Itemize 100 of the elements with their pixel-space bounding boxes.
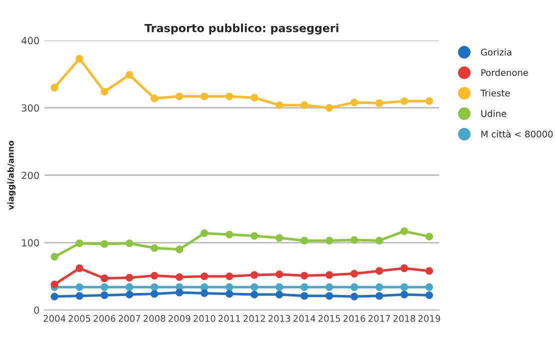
point [150, 94, 158, 102]
x-tick-label: 2013 [268, 315, 290, 322]
point [375, 267, 384, 275]
point [250, 290, 258, 298]
x-tick-label: 2019 [418, 315, 440, 322]
point [50, 280, 58, 288]
point [126, 283, 134, 291]
point [126, 274, 134, 282]
point [375, 292, 384, 300]
point [276, 101, 284, 109]
point [50, 252, 58, 261]
point [300, 236, 308, 244]
point [400, 97, 408, 105]
point [300, 283, 308, 291]
point [250, 232, 258, 240]
point [150, 272, 158, 280]
x-tick-label: 2010 [194, 315, 216, 322]
y-axis-title: viaggi/ab/anno [7, 140, 16, 210]
point [100, 291, 108, 300]
point [325, 292, 334, 300]
point [226, 290, 234, 298]
point [150, 244, 158, 252]
x-tick-label: 2004 [44, 315, 66, 322]
point [176, 246, 184, 254]
point [325, 236, 334, 244]
point [276, 283, 284, 291]
y-tick-label: 0 [34, 306, 39, 314]
point [425, 283, 434, 291]
x-tick-label: 2008 [144, 315, 166, 322]
x-tick-label: 2006 [94, 315, 116, 322]
point [126, 239, 134, 248]
point [76, 239, 84, 248]
point [176, 288, 184, 296]
point [50, 84, 58, 92]
point [150, 283, 158, 291]
x-tick-label: 2015 [318, 315, 340, 322]
point [150, 290, 158, 298]
point [250, 283, 258, 291]
point [400, 283, 408, 291]
legend-label: Gorizia [481, 48, 512, 56]
x-tick-label: 2005 [68, 315, 90, 322]
point [276, 270, 284, 278]
y-tick-label: 300 [22, 104, 39, 112]
point [350, 98, 358, 106]
x-tick-label: 2014 [293, 315, 316, 322]
point [226, 283, 234, 291]
point [200, 92, 208, 100]
y-tick-label: 200 [22, 172, 39, 180]
legend-label: M città < 80000 [481, 130, 553, 138]
x-tick-label: 2016 [343, 315, 366, 322]
point [226, 92, 234, 100]
point [76, 54, 84, 62]
point [425, 232, 434, 240]
point [400, 290, 408, 298]
point [50, 292, 58, 300]
point [425, 267, 434, 275]
x-tick-label: 2018 [393, 315, 416, 322]
point [226, 272, 234, 280]
point [76, 292, 84, 300]
point [200, 283, 208, 291]
point [350, 283, 358, 291]
point [300, 292, 308, 300]
point [425, 291, 434, 300]
x-tick-label: 2011 [218, 315, 240, 322]
x-tick-label: 2017 [368, 315, 390, 322]
point [250, 271, 258, 279]
point [176, 92, 184, 100]
point [226, 230, 234, 238]
point [250, 94, 258, 102]
point [400, 227, 408, 235]
x-tick-label: 2007 [118, 315, 140, 322]
point [350, 292, 358, 300]
point [176, 273, 184, 281]
legend-label: Trieste [480, 90, 510, 96]
point [100, 240, 108, 248]
point [375, 236, 384, 244]
x-tick-label: 2009 [168, 315, 190, 322]
point [300, 101, 308, 109]
point [375, 99, 384, 107]
point [425, 97, 434, 105]
point [100, 88, 108, 96]
point [200, 272, 208, 280]
legend-label: Pordenone [481, 69, 528, 76]
y-tick-label: 100 [22, 239, 39, 246]
point [375, 283, 384, 291]
point [400, 264, 408, 272]
chart-title: Trasporto pubblico: passeggeri [144, 24, 338, 35]
point [200, 289, 208, 298]
x-tick-label: 2012 [244, 315, 265, 322]
point [276, 290, 284, 298]
point [276, 234, 284, 242]
point [76, 283, 84, 291]
point [325, 283, 334, 291]
point [100, 274, 108, 282]
point [350, 236, 358, 244]
legend-label: Udine [481, 110, 506, 117]
point [300, 272, 308, 280]
point [350, 270, 358, 278]
point [126, 70, 134, 79]
point [200, 229, 208, 238]
